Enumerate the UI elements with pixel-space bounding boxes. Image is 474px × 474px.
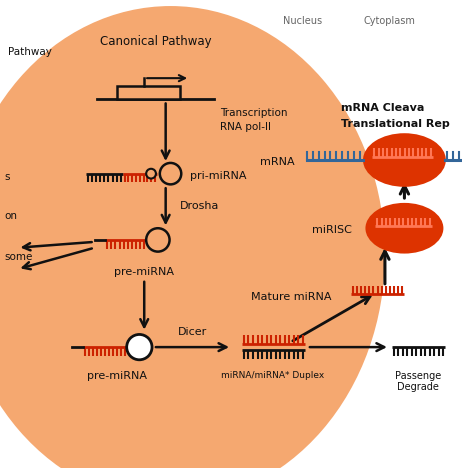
Text: Degrade: Degrade	[397, 382, 439, 392]
Text: pri-miRNA: pri-miRNA	[190, 171, 246, 181]
Text: miRNA/miRNA* Duplex: miRNA/miRNA* Duplex	[221, 371, 325, 380]
Circle shape	[146, 228, 170, 252]
Text: Nucleus: Nucleus	[283, 16, 322, 26]
Text: Cytoplasm: Cytoplasm	[364, 16, 416, 26]
Text: Canonical Pathway: Canonical Pathway	[100, 35, 212, 48]
Text: Transcription
RNA pol-II: Transcription RNA pol-II	[220, 109, 288, 132]
Text: pre-miRNA: pre-miRNA	[114, 267, 174, 277]
Text: Drosha: Drosha	[180, 201, 219, 211]
Circle shape	[146, 169, 156, 179]
Text: Mature miRNA: Mature miRNA	[251, 292, 332, 302]
Bar	[117, 86, 180, 99]
Circle shape	[127, 335, 152, 360]
Text: some: some	[5, 253, 33, 263]
Text: mRNA Cleava: mRNA Cleava	[341, 103, 424, 113]
Ellipse shape	[0, 6, 385, 474]
Ellipse shape	[365, 203, 443, 254]
Text: Pathway: Pathway	[8, 47, 52, 57]
Text: miRISC: miRISC	[312, 225, 352, 235]
Text: s: s	[5, 172, 10, 182]
Text: pre-miRNA: pre-miRNA	[87, 371, 147, 381]
Circle shape	[160, 163, 181, 184]
Text: Translational Rep: Translational Rep	[341, 119, 450, 129]
Text: Dicer: Dicer	[178, 328, 208, 337]
Ellipse shape	[363, 133, 446, 187]
Text: Passenge: Passenge	[395, 371, 441, 381]
Text: mRNA: mRNA	[260, 157, 294, 167]
Text: on: on	[5, 210, 18, 220]
